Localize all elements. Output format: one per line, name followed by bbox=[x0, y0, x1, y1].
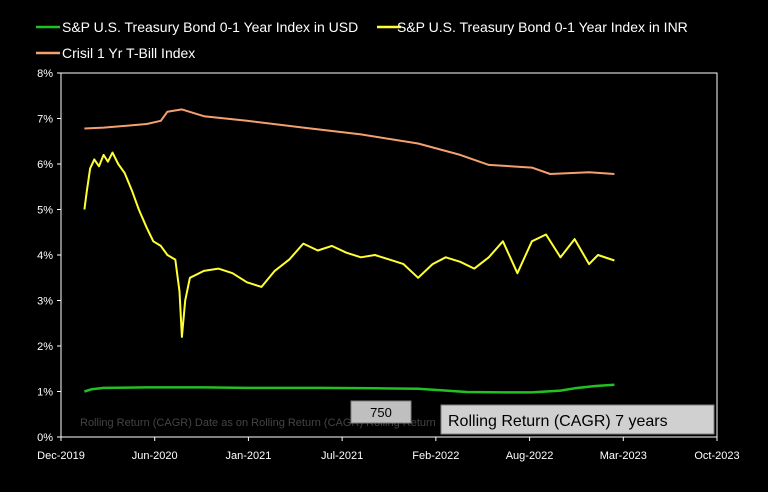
legend: S&P U.S. Treasury Bond 0-1 Year Index in… bbox=[36, 19, 688, 61]
x-tick-label: Mar-2023 bbox=[600, 450, 647, 462]
y-tick-label: 2% bbox=[37, 341, 53, 353]
y-tick-label: 8% bbox=[37, 68, 53, 80]
legend-label-crisil: Crisil 1 Yr T-Bill Index bbox=[62, 45, 195, 61]
counter-value: 750 bbox=[370, 405, 392, 420]
y-tick-label: 6% bbox=[37, 159, 53, 171]
counter-box: 750 bbox=[350, 400, 412, 424]
x-tick-label: Jul-2021 bbox=[321, 450, 363, 462]
y-tick-label: 5% bbox=[37, 205, 53, 217]
series-line-usd bbox=[84, 383, 615, 394]
counter-box-frame bbox=[350, 400, 412, 424]
caption-box: Rolling Return (CAGR) 7 years bbox=[440, 404, 715, 435]
y-tick-label: 3% bbox=[37, 296, 53, 308]
y-tick-label: 0% bbox=[37, 432, 53, 444]
x-tick-label: Jun-2020 bbox=[132, 450, 178, 462]
y-tick-label: 7% bbox=[37, 114, 53, 126]
legend-label-usd: S&P U.S. Treasury Bond 0-1 Year Index in… bbox=[62, 19, 358, 35]
legend-entry-inr: S&P U.S. Treasury Bond 0-1 Year Index in… bbox=[377, 19, 688, 35]
y-axis: 0% 1% 2% 3% 4% 5% 6% 7% 8% bbox=[37, 68, 61, 444]
plot-area bbox=[60, 72, 718, 438]
series-line-crisil bbox=[84, 108, 615, 175]
series-line-inr bbox=[83, 151, 615, 338]
faint-annotation-text: Rolling Return (CAGR) Date as on Rolling… bbox=[80, 417, 436, 429]
x-axis: Dec-2019 Jun-2020 Jan-2021 Jul-2021 Feb-2022… bbox=[37, 437, 740, 462]
x-tick-label: Aug-2022 bbox=[506, 450, 554, 462]
x-tick-label: Jan-2021 bbox=[225, 450, 271, 462]
x-tick-label: Dec-2019 bbox=[37, 450, 85, 462]
y-tick-label: 4% bbox=[37, 250, 53, 262]
x-tick-label: Oct-2023 bbox=[694, 450, 739, 462]
legend-entry-crisil: Crisil 1 Yr T-Bill Index bbox=[36, 45, 195, 61]
legend-label-inr: S&P U.S. Treasury Bond 0-1 Year Index in… bbox=[397, 19, 688, 35]
series-layer bbox=[83, 108, 615, 394]
caption-box-frame bbox=[440, 404, 715, 435]
y-tick-label: 1% bbox=[37, 387, 53, 399]
legend-entry-usd: S&P U.S. Treasury Bond 0-1 Year Index in… bbox=[36, 19, 358, 35]
caption-text: Rolling Return (CAGR) 7 years bbox=[448, 413, 668, 430]
x-tick-label: Feb-2022 bbox=[412, 450, 459, 462]
